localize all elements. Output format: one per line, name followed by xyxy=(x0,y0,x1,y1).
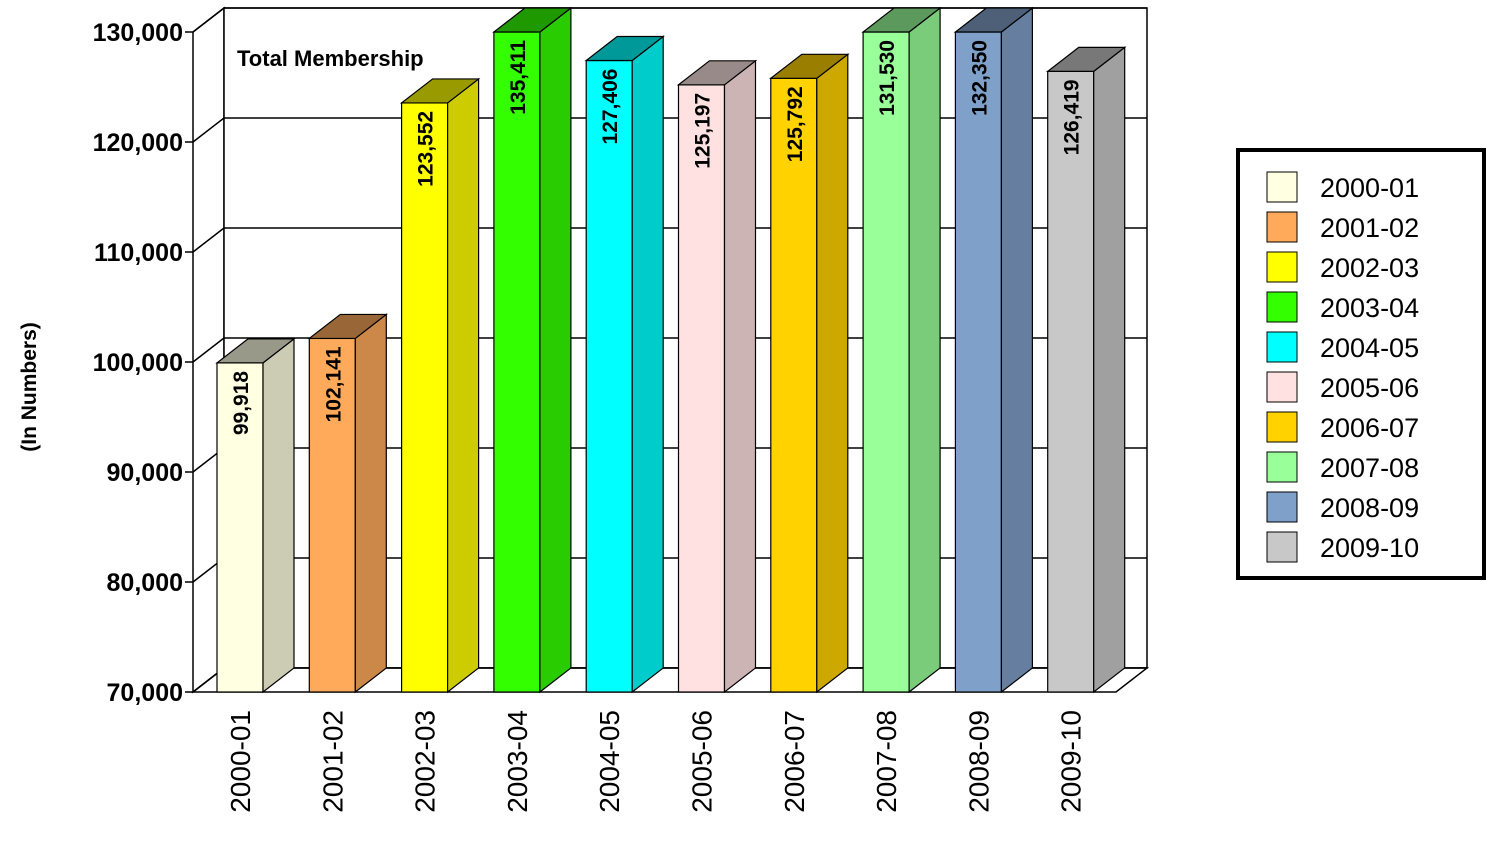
legend-label: 2000-01 xyxy=(1320,173,1419,203)
legend-label: 2005-06 xyxy=(1320,373,1419,403)
bar-side xyxy=(631,35,664,694)
y-tick-label: 70,000 xyxy=(107,679,183,707)
x-tick-label: 2000-01 xyxy=(225,710,256,813)
bar-2008-09: 132,350 xyxy=(953,6,1035,694)
data-label: 125,197 xyxy=(692,93,715,169)
y-tick-label: 130,000 xyxy=(93,19,183,47)
bar-top xyxy=(861,7,942,33)
bar-side xyxy=(1000,6,1034,694)
bar-side xyxy=(723,59,757,694)
legend-label: 2008-09 xyxy=(1320,493,1419,523)
bar-top xyxy=(1045,46,1127,72)
bar-front xyxy=(585,59,633,693)
bar-front xyxy=(770,77,818,693)
bar-side xyxy=(354,313,387,694)
data-label: 99,918 xyxy=(230,371,253,436)
bar-2006-07: 125,792 xyxy=(769,53,850,694)
bars: 99,918 102,141 123,552 135,411 127,406 125,19… xyxy=(215,6,1127,694)
bar-side xyxy=(908,6,941,694)
x-tick-label: 2008-09 xyxy=(963,710,994,813)
bar-top xyxy=(584,35,665,62)
y-axis-ticks: 70,000 80,000 90,000 100,000 110,000 120,000 1… xyxy=(93,19,193,707)
bar-side xyxy=(539,6,572,694)
bar-2001-02: 102,141 xyxy=(307,313,389,694)
bar-top xyxy=(399,78,481,104)
legend-label: 2001-02 xyxy=(1320,213,1419,243)
legend-swatch xyxy=(1266,251,1298,283)
bar-top xyxy=(769,53,850,79)
bar-2003-04: 135,411 xyxy=(492,6,573,694)
gridline xyxy=(192,7,1147,33)
legend-swatch xyxy=(1266,291,1298,323)
bar-front xyxy=(862,31,910,693)
x-tick-label: 2009-10 xyxy=(1056,710,1087,813)
legend-swatch xyxy=(1266,371,1298,403)
bar-2002-03: 123,552 xyxy=(399,77,481,694)
legend-swatch xyxy=(1266,531,1298,563)
y-axis-title: (In Numbers) xyxy=(18,322,41,452)
bar-front xyxy=(401,102,449,693)
legend-swatch xyxy=(1266,211,1298,243)
chart-title: Total Membership xyxy=(237,46,424,71)
bar-side xyxy=(262,337,295,694)
bar-top xyxy=(215,338,296,364)
bar-front xyxy=(1047,70,1095,693)
data-label: 126,419 xyxy=(1061,79,1084,155)
legend-swatch xyxy=(1266,331,1298,363)
y-tick-label: 100,000 xyxy=(93,349,183,377)
data-label: 127,406 xyxy=(599,69,622,145)
bar-top xyxy=(492,7,573,33)
bar-side xyxy=(816,53,849,694)
x-tick-label: 2004-05 xyxy=(594,710,625,813)
bar-front xyxy=(677,84,726,693)
data-label: 135,411 xyxy=(507,40,530,115)
data-label: 102,141 xyxy=(322,346,345,422)
bar-side xyxy=(1093,46,1126,694)
bar-front xyxy=(954,31,1003,693)
bar-front xyxy=(493,31,541,693)
legend-swatch xyxy=(1266,411,1298,443)
data-label: 125,792 xyxy=(784,86,807,162)
bar-2004-05: 127,406 xyxy=(584,35,665,694)
x-tick-label: 2002-03 xyxy=(410,710,441,813)
x-tick-label: 2006-07 xyxy=(779,710,810,813)
y-tick-label: 90,000 xyxy=(107,459,183,487)
y-tick-label: 120,000 xyxy=(93,129,183,157)
bar-2000-01: 99,918 xyxy=(215,337,296,694)
data-label: 132,350 xyxy=(968,40,991,116)
data-label: 131,530 xyxy=(876,40,899,116)
bar-2005-06: 125,197 xyxy=(676,59,758,694)
legend-label: 2006-07 xyxy=(1320,413,1419,443)
bar-top xyxy=(307,313,389,340)
y-tick-label: 110,000 xyxy=(94,239,183,267)
bar-top xyxy=(953,7,1035,33)
bar-2009-10: 126,419 xyxy=(1045,46,1127,694)
legend-label: 2002-03 xyxy=(1320,253,1419,283)
bar-side xyxy=(447,77,480,694)
legend-label: 2003-04 xyxy=(1320,293,1419,323)
bar-front xyxy=(308,337,356,693)
legend-label: 2004-05 xyxy=(1320,333,1419,363)
bar-top xyxy=(676,60,758,86)
legend-swatch xyxy=(1266,171,1298,203)
x-tick-label: 2001-02 xyxy=(317,710,348,813)
bar-2007-08: 131,530 xyxy=(861,6,942,694)
x-tick-label: 2007-08 xyxy=(871,710,902,813)
x-axis-ticks: 2000-01 2001-02 2002-03 2003-04 2004-05 2005-… xyxy=(225,710,1087,813)
y-tick-label: 80,000 xyxy=(107,569,183,597)
legend-label: 2009-10 xyxy=(1320,533,1419,563)
data-label: 123,552 xyxy=(415,111,438,187)
legend: 2000-01 2001-02 2002-03 2003-04 2004-05 2005-… xyxy=(1236,148,1486,580)
legend-label: 2007-08 xyxy=(1320,453,1419,483)
x-tick-label: 2005-06 xyxy=(687,710,718,813)
legend-swatch xyxy=(1266,491,1298,523)
x-tick-label: 2003-04 xyxy=(502,710,533,813)
legend-swatch xyxy=(1266,451,1298,483)
